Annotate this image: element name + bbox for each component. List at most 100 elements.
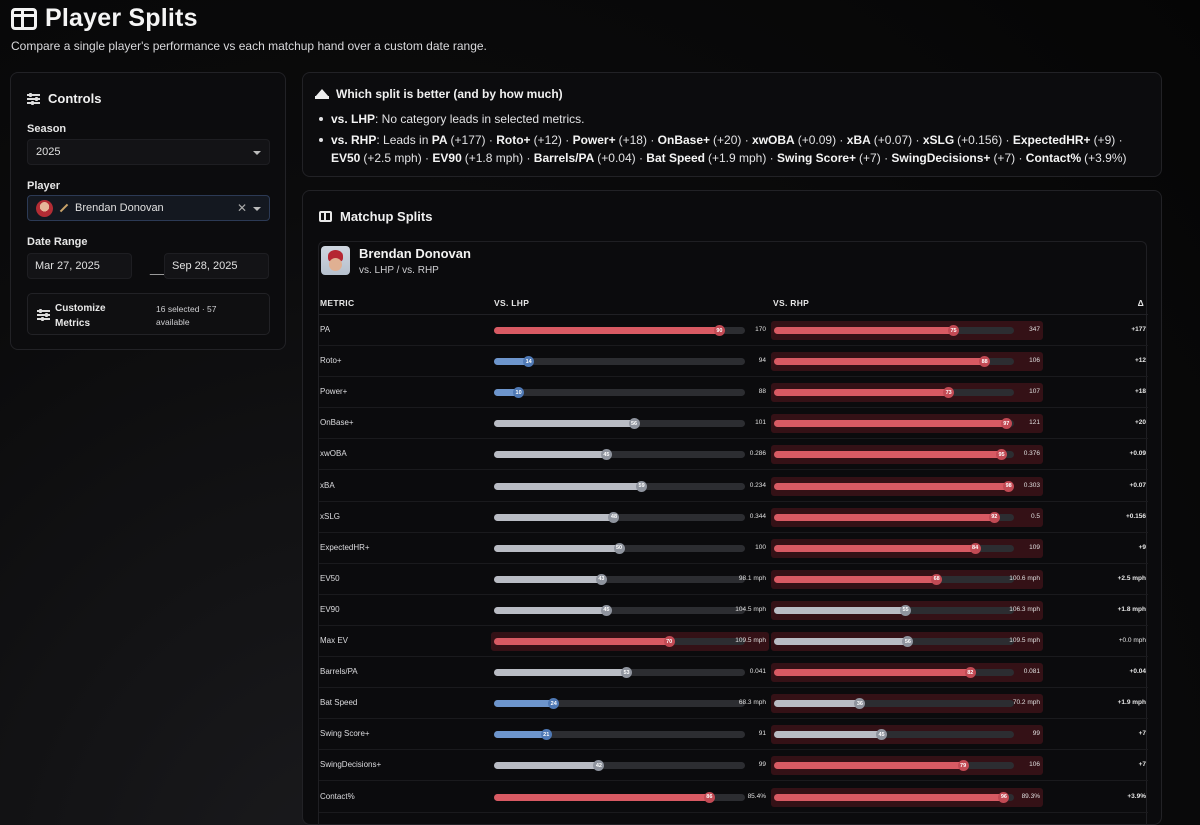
rhp-summary-prefix: : Leads in [376, 133, 432, 147]
rhp-percentile-knob: 98 [1003, 480, 1015, 492]
lhp-bar-fill [494, 389, 520, 397]
lhp-percentile-knob: 42 [593, 760, 605, 772]
lead-metric: Barrels/PA [533, 151, 595, 165]
col-header-delta: Δ [1137, 298, 1144, 308]
better-split-header: Which split is better (and by how much) [315, 87, 563, 101]
table-icon [319, 211, 332, 222]
rhp-percentile-knob: 75 [948, 325, 959, 336]
header-divider [319, 314, 1148, 315]
rhp-value: 0.5 [1030, 512, 1040, 520]
lhp-percentile-knob: 45 [600, 449, 612, 461]
lhp-percentile-bar: 43 [494, 573, 745, 585]
delta-value: +9 [1138, 543, 1146, 551]
rhp-percentile-bar: 95 [774, 449, 1014, 461]
table-row: xwOBA 45 0.286 95 0.376 +0.09 [319, 439, 1148, 471]
lead-delta: (+1.8 mph) [464, 151, 524, 165]
player-matchup-sub: vs. LHP / vs. RHP [359, 265, 439, 276]
lead-delta: (+18) [618, 133, 647, 147]
lhp-bar-fill [494, 606, 607, 614]
customize-metrics-label: Customize Metrics [55, 303, 106, 329]
lhp-bar-fill [494, 420, 635, 428]
rhp-percentile-bar: 68 [774, 573, 1014, 585]
lhp-percentile-bar: 42 [494, 760, 745, 772]
rhp-percentile-bar: 73 [774, 387, 1014, 399]
lhp-percentile-bar: 50 [494, 542, 745, 554]
delta-value: +20 [1134, 419, 1146, 427]
player-label: Player [27, 180, 61, 192]
rhp-summary: vs. RHP: Leads in PA (+177) · Roto+ (+12) … [319, 131, 1154, 167]
lhp-value: 91 [758, 730, 766, 738]
metric-name: SwingDecisions+ [320, 760, 382, 770]
season-label: Season [27, 123, 67, 135]
rhp-value: 0.303 [1023, 481, 1040, 489]
metric-name: Bat Speed [320, 698, 358, 708]
col-header-lhp: VS. LHP [494, 298, 530, 308]
metric-name: xwOBA [320, 449, 347, 459]
lhp-split-cell: 53 0.041 [491, 663, 769, 682]
lhp-value: 0.041 [749, 668, 766, 676]
lhp-value: 101 [755, 419, 766, 427]
rhp-split-cell: 96 89.3% [771, 787, 1043, 807]
lead-delta: (+0.09) [797, 133, 837, 147]
customize-metrics-button[interactable]: Customize Metrics 16 selected · 57 avail… [27, 293, 270, 335]
lhp-value: 85.4% [747, 792, 766, 800]
rhp-percentile-bar: 88 [774, 356, 1014, 368]
delta-value: +7 [1138, 730, 1146, 738]
lhp-bar-fill [494, 358, 530, 366]
lead-metric: EV90 [432, 151, 462, 165]
lhp-split-cell: 43 98.1 mph [491, 570, 769, 589]
rhp-split-cell: 97 121 [771, 414, 1043, 434]
date-start-input[interactable]: Mar 27, 2025 [27, 253, 132, 279]
table-row: PA 90 170 75 347 +177 [319, 315, 1148, 346]
metric-name: Swing Score+ [320, 729, 370, 739]
chevron-down-icon[interactable] [253, 207, 261, 211]
lead-delta: (+1.9 mph) [707, 151, 767, 165]
lhp-value: 0.234 [749, 481, 766, 489]
lhp-value: 99 [758, 761, 766, 769]
player-select[interactable]: Brendan Donovan ✕ [27, 195, 270, 221]
rhp-split-cell: 36 70.2 mph [771, 694, 1043, 714]
lead-delta: (+177) [450, 133, 486, 147]
lhp-percentile-knob: 43 [595, 573, 607, 585]
clear-icon[interactable]: ✕ [236, 201, 247, 215]
rhp-value: 0.376 [1023, 450, 1040, 458]
rhp-percentile-bar: 45 [774, 729, 1014, 741]
season-value: 2025 [36, 146, 61, 158]
rhp-split-cell: 84 109 [771, 538, 1043, 558]
lhp-value: 94 [758, 357, 766, 365]
matchup-header: Matchup Splits [319, 209, 432, 224]
rhp-percentile-bar: 75 [774, 325, 1014, 336]
delta-value: +3.9% [1127, 792, 1146, 800]
season-select[interactable]: 2025 [27, 139, 270, 165]
lhp-split-cell: 56 101 [491, 414, 769, 433]
rhp-percentile-bar: 84 [774, 542, 1014, 554]
lead-metric: OnBase+ [657, 133, 711, 147]
lhp-value: 109.5 mph [735, 637, 766, 644]
rhp-percentile-knob: 96 [998, 791, 1010, 803]
lhp-bar-fill [494, 793, 710, 801]
lhp-value: 68.3 mph [738, 699, 766, 707]
rhp-bar-fill [774, 389, 950, 397]
rhp-bar-fill [774, 638, 909, 645]
rhp-value: 0.081 [1023, 668, 1040, 676]
date-end-input[interactable]: Sep 28, 2025 [164, 253, 269, 279]
rhp-bar-fill [774, 669, 971, 677]
delta-value: +12 [1134, 357, 1146, 365]
rhp-percentile-knob: 56 [902, 636, 914, 647]
page-title: Player Splits [45, 4, 198, 32]
lhp-percentile-knob: 21 [540, 729, 552, 741]
lhp-bar-fill [494, 731, 547, 739]
rhp-value: 89.3% [1021, 792, 1040, 800]
lhp-percentile-knob: 56 [628, 418, 640, 430]
rhp-percentile-bar: 56 [774, 636, 1014, 647]
col-header-metric: METRIC [320, 298, 355, 308]
controls-header: Controls [27, 91, 101, 106]
controls-panel: Controls Season 2025 Player Brendan Dono… [10, 72, 286, 350]
lhp-percentile-knob: 86 [703, 791, 715, 803]
table-row: Barrels/PA 53 0.041 82 0.081 +0.04 [319, 657, 1148, 689]
rhp-split-cell: 79 106 [771, 756, 1043, 776]
lhp-percentile-bar: 86 [494, 791, 745, 803]
rhp-split-cell: 45 99 [771, 725, 1043, 745]
lhp-percentile-knob: 90 [713, 325, 725, 336]
lead-metric: Contact% [1025, 151, 1082, 165]
